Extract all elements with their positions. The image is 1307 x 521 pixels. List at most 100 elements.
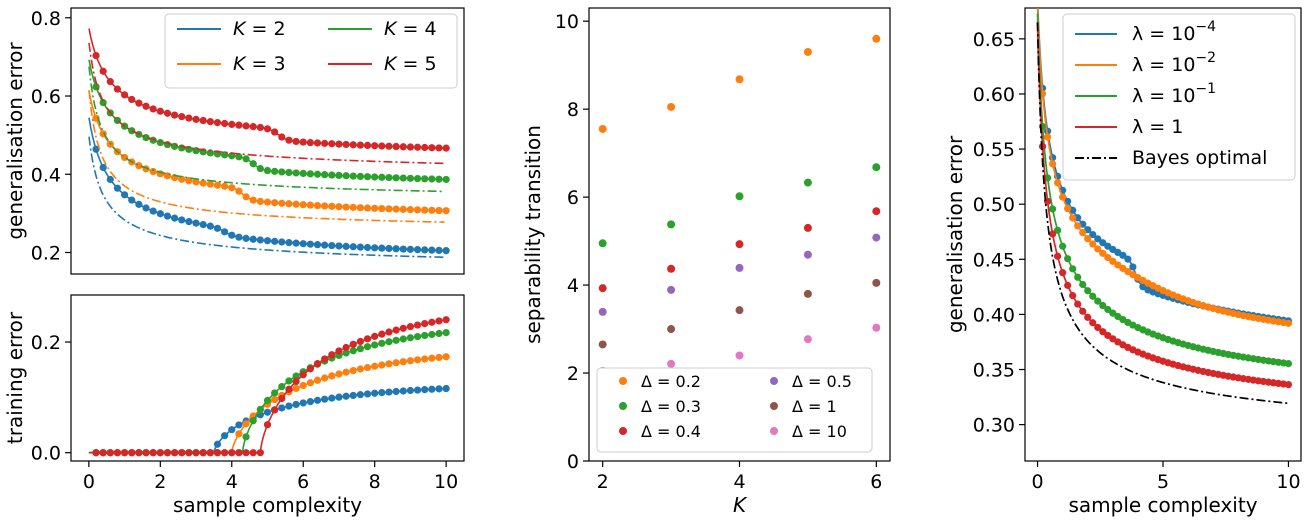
simulation-point [285,136,293,144]
simulation-point [321,374,329,382]
simulation-point [399,335,407,343]
x-tick-label: 10 [1276,471,1300,493]
legend-marker [619,402,627,410]
simulation-point [299,201,307,209]
simulation-point [199,116,207,125]
simulation-point [435,385,443,393]
simulation-point [1094,297,1102,305]
simulation-point [1099,249,1107,257]
transition-point [598,284,607,293]
legend-label: K = 3 [233,53,286,75]
simulation-point [406,386,415,395]
y-tick-label: 0.8 [31,8,61,30]
simulation-point [328,140,336,148]
simulation-point [1124,255,1132,263]
simulation-point [428,206,436,214]
simulation-point [299,240,307,248]
simulation-point [342,368,350,376]
simulation-point [413,321,422,329]
transition-point [735,75,744,84]
simulation-point [428,385,436,393]
simulation-point [285,402,293,410]
simulation-point [271,199,279,207]
simulation-point [363,390,372,398]
x-tick-label: 0 [1031,471,1043,493]
simulation-point [271,395,279,404]
transition-point [667,325,676,334]
simulation-point [263,166,272,175]
simulation-point [92,449,100,457]
simulation-point [356,172,364,180]
simulation-point [1069,265,1077,273]
simulation-point [321,241,329,249]
simulation-point [1064,204,1072,213]
simulation-point [413,246,422,254]
simulation-point [1084,235,1092,243]
simulation-point [349,203,357,211]
simulation-point [292,239,300,247]
simulation-point [328,171,336,179]
legend-label: K = 2 [233,18,286,40]
transition-point [803,223,812,232]
simulation-point [206,222,214,230]
legend: K = 2 K = 4 K = 3 K = 5 [164,13,458,89]
simulation-point [1094,323,1102,332]
simulation-point [356,391,364,399]
simulation-point [128,449,136,457]
simulation-point [206,449,214,457]
y-tick-label: 0 [567,451,579,473]
simulation-point [385,388,393,396]
simulation-point [156,449,164,457]
simulation-point [278,133,286,141]
simulation-point [142,449,150,457]
simulation-point [285,238,293,247]
simulation-point [106,175,114,184]
simulation-point [292,169,300,177]
transition-point [667,220,676,229]
simulation-point [378,330,386,338]
legend-marker [770,377,778,385]
simulation-point [342,349,350,357]
simulation-point [363,243,372,252]
simulation-point [1284,359,1293,368]
simulation-point [342,172,350,180]
simulation-point [228,231,236,239]
simulation-point [206,118,214,126]
simulation-point [378,244,386,252]
simulation-point [178,175,186,183]
simulation-point [1074,300,1082,308]
simulation-point [392,387,400,396]
transition-point [872,323,881,332]
simulation-point [192,115,200,123]
simulation-point [371,341,379,349]
simulation-point [321,355,329,363]
transition-point [667,359,676,368]
simulation-point [356,204,364,212]
simulation-point [421,355,429,363]
simulation-point [335,347,343,355]
y-tick-label: 0.35 [973,360,1015,382]
simulation-point [235,233,243,241]
simulation-point [235,449,243,457]
simulation-point [1109,257,1117,265]
theory-curve [88,319,447,454]
simulation-point [413,206,422,214]
legend-label: K = 4 [384,18,437,40]
simulation-point [156,107,164,115]
simulation-point [306,379,314,387]
simulation-point [292,372,300,380]
simulation-point [292,377,300,386]
simulation-point [221,182,229,190]
simulation-point [271,406,279,414]
simulation-point [1099,328,1107,336]
simulation-point [278,394,286,403]
simulation-point [1059,193,1067,201]
simulation-point [1064,281,1072,289]
simulation-point [192,178,200,186]
transition-point [803,250,812,259]
simulation-point [356,243,364,251]
legend-label: Δ = 1 [792,397,837,416]
simulation-point [421,175,429,183]
simulation-point [1089,319,1097,327]
transition-point [872,34,881,43]
